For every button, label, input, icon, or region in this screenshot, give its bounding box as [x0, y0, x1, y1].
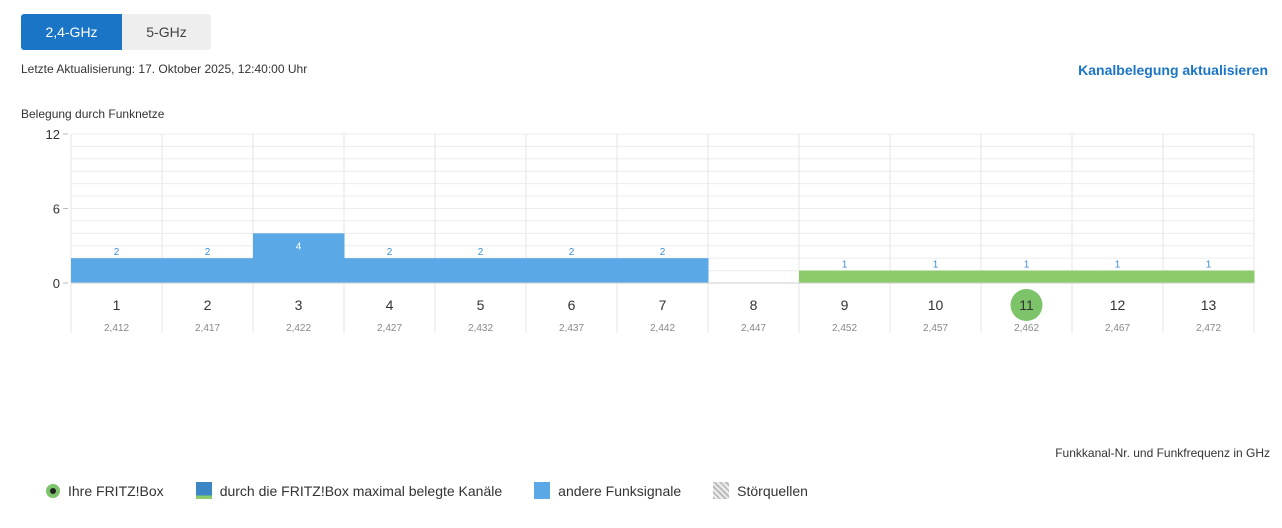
channel-number-label: 2 — [204, 297, 212, 313]
channel-number-label: 5 — [477, 297, 485, 313]
tab-2-4-ghz[interactable]: 2,4-GHz — [21, 14, 122, 50]
frequency-label: 2,422 — [286, 323, 311, 334]
bar-value-label: 1 — [1115, 260, 1121, 271]
refresh-channels-link[interactable]: Kanalbelegung aktualisieren — [1078, 62, 1268, 78]
bar-value-label: 2 — [387, 247, 393, 258]
channel-number-label: 7 — [659, 297, 667, 313]
legend-item-max-channels: durch die FRITZ!Box maximal belegte Kanä… — [195, 482, 503, 499]
bar-value-label: 2 — [660, 247, 666, 258]
channel-number-label: 4 — [386, 297, 394, 313]
last-update-text: Letzte Aktualisierung: 17. Oktober 2025,… — [21, 62, 308, 76]
frequency-label: 2,457 — [923, 323, 948, 334]
legend-label-max-channels: durch die FRITZ!Box maximal belegte Kanä… — [219, 482, 503, 499]
bar-other-ch6 — [526, 258, 618, 283]
bar-other-ch4 — [344, 258, 436, 283]
bar-fritzbox-ch12 — [1072, 270, 1164, 283]
own-fritzbox-dot-icon — [46, 483, 60, 498]
channel-number-label: 8 — [750, 297, 758, 313]
frequency-label: 2,442 — [650, 323, 675, 334]
frequency-label: 2,472 — [1196, 323, 1221, 334]
bar-other-ch5 — [435, 258, 527, 283]
legend-label-own: Ihre FRITZ!Box — [68, 482, 164, 499]
chart-title: Belegung durch Funknetze — [21, 107, 165, 121]
channel-number-label: 1 — [113, 297, 121, 313]
bar-value-label: 1 — [1206, 260, 1212, 271]
frequency-label: 2,447 — [741, 323, 766, 334]
bar-value-label: 2 — [205, 247, 211, 258]
frequency-label: 2,417 — [195, 323, 220, 334]
channel-number-label: 3 — [295, 297, 303, 313]
other-signals-swatch-icon — [534, 482, 551, 499]
bar-value-label: 4 — [296, 241, 302, 252]
bar-value-label: 2 — [114, 247, 120, 258]
legend-item-other-signals: andere Funksignale — [534, 482, 681, 499]
band-tabs: 2,4-GHz 5-GHz — [21, 14, 211, 50]
interference-swatch-icon — [713, 482, 730, 499]
frequency-label: 2,412 — [104, 323, 129, 334]
legend-label-interference: Störquellen — [737, 482, 808, 499]
bar-value-label: 1 — [842, 260, 848, 271]
bar-fritzbox-ch10 — [890, 270, 982, 283]
max-channels-swatch-icon — [195, 482, 212, 499]
own-channel-marker-icon — [1010, 289, 1043, 321]
frequency-label: 2,467 — [1105, 323, 1130, 334]
frequency-label: 2,437 — [559, 323, 584, 334]
y-tick-label: 12 — [46, 127, 60, 142]
frequency-label: 2,432 — [468, 323, 493, 334]
bar-fritzbox-ch9 — [799, 270, 891, 283]
x-axis-caption: Funkkanal-Nr. und Funkfrequenz in GHz — [1055, 446, 1270, 460]
frequency-label: 2,462 — [1014, 323, 1039, 334]
y-tick-label: 0 — [53, 276, 60, 291]
channel-number-label: 11 — [1019, 297, 1034, 313]
bar-fritzbox-ch13 — [1163, 270, 1255, 283]
frequency-label: 2,452 — [832, 323, 857, 334]
bar-fritzbox-ch11 — [981, 270, 1073, 283]
channel-number-label: 6 — [568, 297, 576, 313]
legend: Ihre FRITZ!Box durch die FRITZ!Box maxim… — [46, 482, 840, 499]
tab-5-ghz[interactable]: 5-GHz — [122, 14, 211, 50]
bar-other-ch1 — [71, 258, 163, 283]
y-tick-label: 6 — [53, 202, 60, 217]
legend-item-interference: Störquellen — [713, 482, 808, 499]
frequency-label: 2,427 — [377, 323, 402, 334]
channel-number-label: 12 — [1110, 297, 1126, 313]
bar-other-ch7 — [617, 258, 709, 283]
channel-number-label: 9 — [841, 297, 849, 313]
bar-other-ch3 — [253, 233, 345, 283]
legend-item-own: Ihre FRITZ!Box — [46, 483, 164, 499]
bar-value-label: 2 — [569, 247, 575, 258]
channel-number-label: 10 — [928, 297, 944, 313]
legend-label-other-signals: andere Funksignale — [558, 482, 682, 499]
bar-value-label: 2 — [478, 247, 484, 258]
bar-value-label: 1 — [1024, 260, 1030, 271]
bar-value-label: 1 — [933, 260, 939, 271]
channel-number-label: 13 — [1201, 297, 1217, 313]
bar-other-ch2 — [162, 258, 254, 283]
